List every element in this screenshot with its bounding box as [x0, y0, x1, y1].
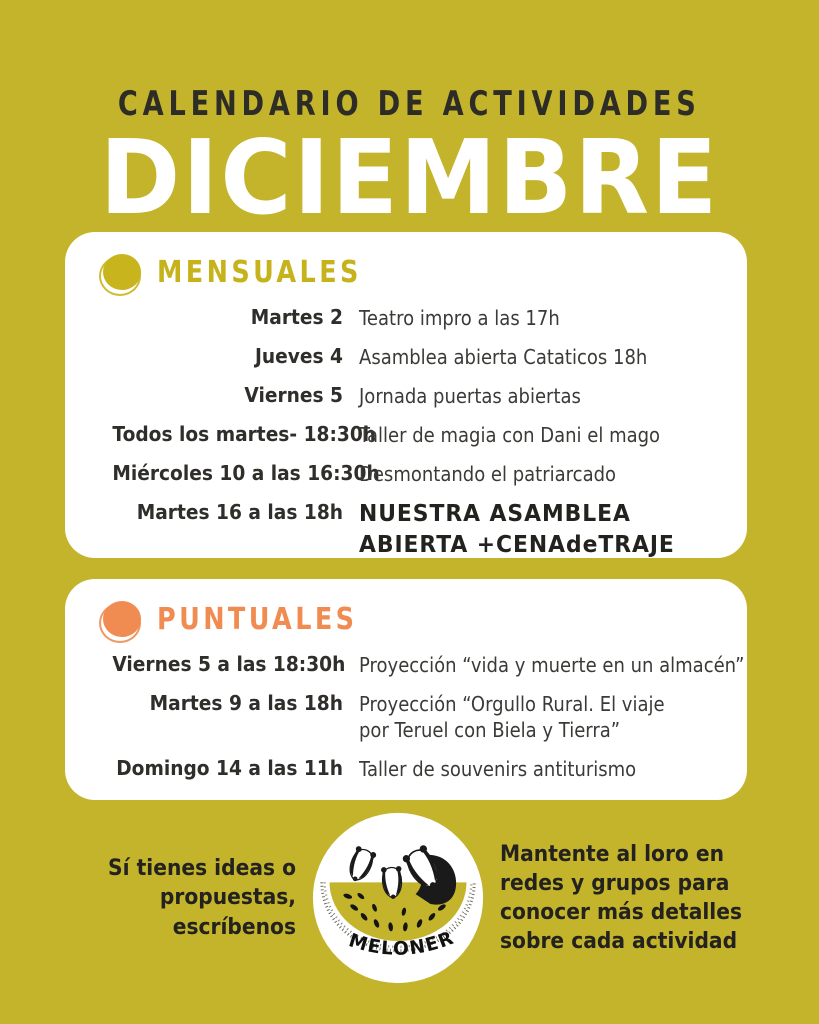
- event-date: Todos los martes- 18:30h: [112, 422, 377, 446]
- event-desc: Proyección “Orgullo Rural. El viaje por …: [359, 690, 696, 743]
- event-row: Viernes 5 a las 18:30h Proyección “vida …: [95, 651, 744, 678]
- poster-kicker-text: CALENDARIO DE ACTIVIDADES: [118, 84, 701, 124]
- puntuales-rows: Viernes 5 a las 18:30h Proyección “vida …: [65, 637, 747, 782]
- event-desc: Teatro impro a las 17h: [359, 306, 560, 330]
- event-date: Miércoles 10 a las 16:30h: [112, 461, 380, 485]
- footer-left-line: Sí tienes ideas o: [107, 856, 296, 882]
- event-row: Martes 16 a las 18h NUESTRA ASAMBLEA ABI…: [95, 499, 733, 561]
- event-desc: Taller de magia con Dani el mago: [359, 423, 661, 447]
- event-desc-line: Proyección “Orgullo Rural. El viaje: [359, 692, 665, 716]
- badgers-illustration: [349, 845, 456, 905]
- event-date: Domingo 14 a las 11h: [116, 756, 343, 780]
- event-row: Martes 2 Teatro impro a las 17h: [95, 304, 733, 331]
- event-row: Todos los martes- 18:30h Taller de magia…: [95, 421, 733, 448]
- event-desc: Jornada puertas abiertas: [359, 384, 581, 408]
- footer-right-line: conocer más detalles: [499, 900, 742, 925]
- poster-month: DICIEMBRE: [0, 124, 819, 232]
- event-date: Martes 2: [250, 305, 343, 329]
- event-row: Jueves 4 Asamblea abierta Cataticos 18h: [95, 343, 733, 370]
- footer-left-line: propuestas,: [159, 885, 296, 911]
- footer: Sí tienes ideas o propuestas, escríbenos: [0, 810, 819, 986]
- event-date: Jueves 4: [254, 344, 343, 368]
- event-date: Martes 16 a las 18h: [136, 500, 343, 524]
- mensuales-header: MENSUALES: [65, 232, 747, 296]
- event-row: Miércoles 10 a las 16:30h Desmontando el…: [95, 460, 733, 487]
- footer-left-line: escríbenos: [172, 914, 296, 940]
- event-row: Viernes 5 Jornada puertas abiertas: [95, 382, 733, 409]
- event-desc: Asamblea abierta Cataticos 18h: [359, 345, 648, 369]
- mensuales-label: MENSUALES: [157, 254, 362, 290]
- footer-right-line: sobre cada actividad: [499, 929, 737, 955]
- event-date: Viernes 5 a las 18:30h: [112, 652, 346, 676]
- puntuales-dot-icon: [99, 601, 141, 643]
- event-desc: Proyección “vida y muerte en un almacén”: [359, 653, 745, 677]
- puntuales-header: PUNTUALES: [65, 579, 747, 643]
- mensuales-card: MENSUALES Martes 2 Teatro impro a las 17…: [65, 232, 747, 558]
- poster-kicker: CALENDARIO DE ACTIVIDADES: [0, 84, 819, 124]
- puntuales-card: PUNTUALES Viernes 5 a las 18:30h Proyecc…: [65, 579, 747, 800]
- event-desc: Taller de souvenirs antiturismo: [359, 757, 637, 781]
- event-desc: Desmontando el patriarcado: [359, 462, 617, 486]
- event-desc-highlight: NUESTRA ASAMBLEA ABIERTA +CENAdeTRAJE: [359, 499, 714, 561]
- puntuales-label: PUNTUALES: [157, 601, 358, 637]
- footer-right-note: Mantente al loro en redes y grupos para …: [499, 840, 742, 956]
- footer-left-note: Sí tienes ideas o propuestas, escríbenos: [80, 854, 296, 941]
- event-desc-line: ABIERTA +CENAdeTRAJE: [359, 532, 675, 559]
- a-melonera-logo: A MELONERA: [310, 810, 483, 984]
- event-row: Martes 9 a las 18h Proyección “Orgullo R…: [95, 690, 733, 743]
- footer-right-line: redes y grupos para: [499, 870, 729, 896]
- poster-month-text: DICIEMBRE: [99, 117, 720, 238]
- mensuales-dot-icon: [99, 254, 141, 296]
- event-date: Viernes 5: [244, 383, 343, 407]
- mensuales-rows: Martes 2 Teatro impro a las 17h Jueves 4…: [65, 290, 747, 561]
- event-desc-line: NUESTRA ASAMBLEA: [359, 501, 631, 527]
- footer-right-line: Mantente al loro en: [499, 841, 724, 867]
- event-desc-line: por Teruel con Biela y Tierra”: [359, 718, 621, 742]
- event-date: Martes 9 a las 18h: [149, 691, 343, 715]
- event-row: Domingo 14 a las 11h Taller de souvenirs…: [95, 755, 733, 782]
